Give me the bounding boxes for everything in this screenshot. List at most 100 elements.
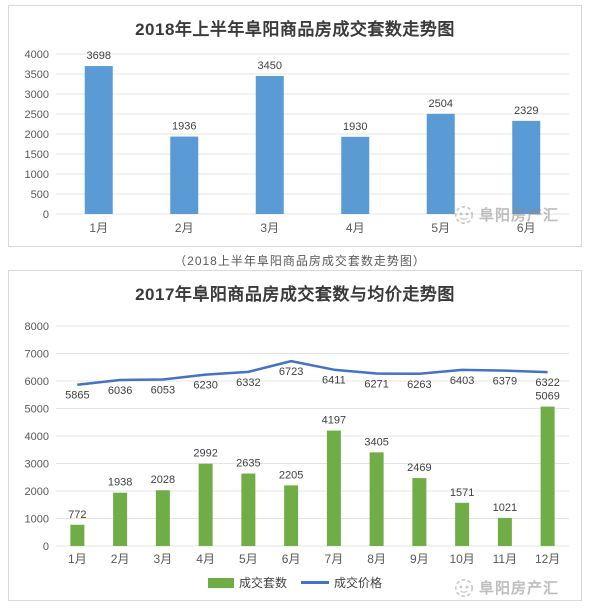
line-value-label: 6332 [236, 377, 260, 389]
x-axis-month-label: 10月 [449, 552, 474, 566]
bar [284, 485, 299, 546]
bar [113, 492, 128, 546]
chart-title-2018: 2018年上半年阜阳商品房成交套数走势图 [135, 20, 455, 39]
y-axis-tick-label: 0 [43, 541, 49, 553]
legend-line-swatch-icon [301, 581, 329, 584]
bar [540, 406, 555, 546]
x-axis-month-label: 7月 [325, 552, 344, 566]
bar-value-label: 2028 [151, 474, 175, 486]
y-axis-tick-label: 3000 [25, 459, 49, 471]
line-value-label: 6271 [364, 379, 388, 391]
x-axis-month-label: 5月 [431, 221, 450, 235]
line-value-label: 6403 [450, 375, 474, 387]
bar-value-label: 5069 [535, 391, 559, 403]
y-axis-tick-label: 6000 [25, 376, 49, 388]
y-axis-tick-label: 3000 [25, 89, 49, 101]
bar-value-label: 1571 [450, 487, 474, 499]
y-axis-tick-label: 500 [31, 189, 49, 201]
legend-bar-swatch-icon [207, 577, 234, 588]
bar-value-label: 2329 [514, 105, 538, 117]
line-value-label: 6379 [493, 376, 517, 388]
bar [170, 136, 199, 214]
y-axis-tick-label: 1000 [25, 514, 49, 526]
chart-title-2017: 2017年阜阳商品房成交套数与均价走势图 [135, 285, 455, 304]
bar [198, 463, 213, 546]
bar-value-label: 1930 [343, 121, 367, 133]
y-axis-tick-label: 4000 [25, 431, 49, 443]
y-axis-tick-label: 2500 [25, 109, 49, 121]
y-axis-tick-label: 1000 [25, 169, 49, 181]
legend-item-volume: 成交套数 [207, 574, 287, 591]
x-axis-month-label: 2月 [111, 552, 130, 566]
line-value-label: 6230 [193, 380, 217, 392]
x-axis-month-label: 1月 [68, 552, 87, 566]
y-axis-tick-label: 8000 [25, 321, 49, 333]
combo-chart-2017: 0 1000 2000 3000 4000 5000 6000 7000 8000 772 1938… [25, 321, 569, 566]
bar-value-label: 2992 [193, 448, 217, 460]
bar-value-label: 3698 [87, 50, 111, 62]
line-value-label: 6263 [407, 379, 431, 391]
y-axis-tick-label: 7000 [25, 349, 49, 361]
x-axis-month-label: 4月 [196, 552, 215, 566]
y-axis-tick-label: 3500 [25, 69, 49, 81]
bar [369, 452, 384, 546]
y-axis-tick-label: 0 [43, 209, 49, 221]
x-axis-month-label: 3月 [154, 552, 173, 566]
bar [455, 502, 470, 546]
chart-panel-2018: 2018年上半年阜阳商品房成交套数走势图 0 500 1000 1500 2000 250… [8, 5, 582, 247]
line-value-label: 6723 [279, 366, 303, 378]
chart-caption: （2018上半年阜阳商品房成交套数走势图） [174, 254, 426, 268]
chart-panel-2017: 2017年阜阳商品房成交套数与均价走势图 0 1000 2000 3000 4000 50… [8, 270, 582, 601]
y-axis-tick-label: 1500 [25, 149, 49, 161]
chart-legend: 成交套数 成交价格 [9, 574, 581, 591]
bar [512, 120, 541, 214]
bar-value-label: 4197 [322, 415, 346, 427]
x-axis-month-label: 3月 [260, 221, 279, 235]
bar [497, 517, 512, 546]
y-axis-tick-label: 2000 [25, 129, 49, 141]
bar-value-label: 2504 [429, 98, 453, 110]
bar-value-label: 2635 [236, 458, 260, 470]
x-axis-month-label: 6月 [282, 552, 301, 566]
x-axis-month-label: 4月 [346, 221, 365, 235]
bar-value-label: 2205 [279, 469, 303, 481]
bar-value-label: 1021 [493, 502, 517, 514]
bar-value-label: 2469 [407, 462, 431, 474]
bar [426, 113, 455, 214]
x-axis-month-label: 11月 [493, 552, 517, 566]
y-axis-tick-label: 2000 [25, 486, 49, 498]
bar-value-label: 772 [68, 509, 86, 521]
line-value-label: 6322 [535, 377, 559, 389]
bar-value-label: 1936 [172, 121, 196, 133]
price-line [77, 359, 548, 386]
bar [255, 76, 284, 214]
bar-chart-2018: 0 500 1000 1500 2000 2500 3000 3500 4000 3698 1936… [25, 49, 569, 235]
bar [326, 430, 341, 546]
legend-label-volume: 成交套数 [238, 576, 287, 590]
x-axis-month-label: 8月 [367, 552, 386, 566]
bar [70, 524, 85, 546]
x-axis-month-label: 9月 [410, 552, 429, 566]
bar [341, 136, 370, 214]
x-axis-month-label: 6月 [517, 221, 536, 235]
line-value-label: 6053 [151, 385, 175, 397]
x-axis-month-label: 2月 [175, 221, 194, 235]
bar-value-label: 3405 [364, 436, 388, 448]
bar [412, 478, 427, 546]
line-value-label: 6411 [322, 375, 346, 387]
bar [84, 66, 113, 214]
x-axis-month-label: 5月 [239, 552, 258, 566]
x-axis-month-label: 12月 [535, 552, 560, 566]
bar-value-label: 3450 [258, 60, 282, 72]
bar [155, 490, 170, 546]
bar-value-label: 1938 [108, 477, 132, 489]
x-axis-month-label: 1月 [89, 221, 108, 235]
y-axis-tick-label: 5000 [25, 404, 49, 416]
line-value-label: 5865 [65, 390, 89, 402]
legend-item-price: 成交价格 [301, 574, 382, 591]
y-axis-tick-label: 4000 [25, 49, 49, 61]
bar [241, 473, 256, 546]
line-value-label: 6036 [108, 385, 132, 397]
legend-label-price: 成交价格 [334, 576, 383, 590]
